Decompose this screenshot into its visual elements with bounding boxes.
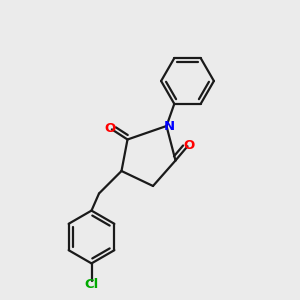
Text: O: O — [104, 122, 116, 135]
Text: O: O — [183, 139, 195, 152]
Text: Cl: Cl — [84, 278, 99, 291]
Text: N: N — [163, 119, 175, 133]
